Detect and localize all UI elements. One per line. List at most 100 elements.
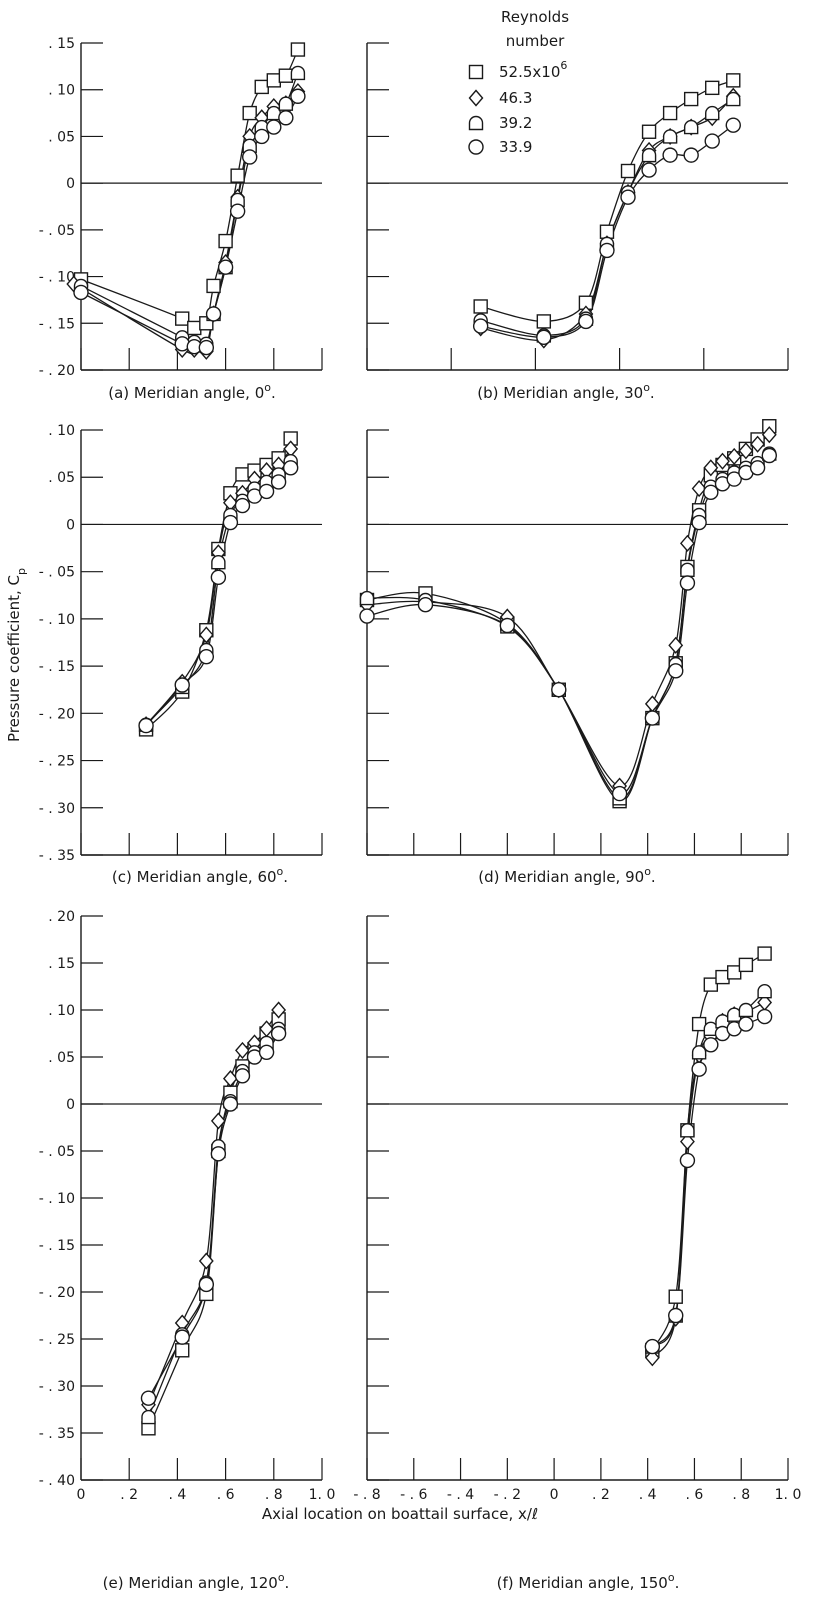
- panel-b-series-4-point: [536, 329, 552, 345]
- panel-e-series-2-point: [222, 1070, 238, 1088]
- panel-a-series-1-point: [242, 105, 257, 121]
- panel-d-series-4-point: [499, 617, 516, 634]
- panel-f-series-3-point: [680, 1123, 695, 1138]
- panel-d-series-2-point: [726, 447, 742, 466]
- panel-f-series-4-point: [703, 1037, 719, 1053]
- panel-c-caption: (c) Meridian angle, 60o.: [112, 865, 288, 886]
- panel-b-series-1-point: [473, 299, 488, 314]
- panel-b-series-4-point: [599, 242, 615, 259]
- panel-d-series-3-line: [366, 453, 770, 799]
- panel-f-series-2-point: [644, 1349, 660, 1367]
- panel-b-series-3-line: [480, 98, 734, 337]
- legend-label: 39.2: [499, 114, 532, 132]
- panel-d-series-3-point: [359, 590, 375, 606]
- panel-f-series-3-point: [738, 1002, 754, 1018]
- panel-e-ytick-label: - . 25: [39, 1332, 75, 1348]
- panel-d-caption: (d) Meridian angle, 90o.: [478, 865, 655, 886]
- panel-c-ytick-label: - . 25: [39, 754, 75, 770]
- panel-e-ytick-label: 0: [66, 1097, 75, 1113]
- panel-c-series-3-point: [211, 555, 226, 570]
- panel-e-xtick-label: . 2: [120, 1487, 138, 1503]
- panel-a-ytick-label: . 05: [48, 129, 75, 145]
- panel-a-series-1-point: [187, 320, 202, 336]
- panel-d-series-3-point: [680, 562, 695, 577]
- panel-f-xtick-label: 0: [550, 1487, 559, 1503]
- panel-d-series-4-point: [359, 608, 375, 624]
- panel-e-series-4-point: [198, 1276, 215, 1293]
- panel-e-series-2-point: [235, 1041, 250, 1059]
- panel-b-series-4-line: [480, 124, 734, 338]
- panel-a-ytick-label: - . 15: [39, 316, 75, 332]
- panel-b-series-3-point: [705, 105, 720, 121]
- panel-b-series-4-point: [662, 147, 678, 163]
- panel-d-series-4-point: [679, 575, 696, 591]
- legend-label: 52.5x106: [499, 59, 567, 81]
- panel-b-series-1-point: [620, 163, 636, 179]
- panel-c-ytick-label: . 05: [48, 470, 75, 486]
- panel-a-series-3-point: [278, 96, 294, 111]
- panel-a-series-1-point: [290, 42, 306, 57]
- panel-b-series-1-line: [480, 79, 734, 323]
- panel-e-series-4-point: [174, 1329, 190, 1345]
- panel-c-ytick-label: 0: [66, 517, 75, 533]
- panel-f-xtick-label: . 4: [639, 1487, 657, 1503]
- legend-label: 33.9: [499, 138, 532, 156]
- panel-e-xtick-label: . 6: [217, 1487, 235, 1503]
- legend-title-line2: number: [506, 32, 565, 50]
- panel-e-ytick-label: - . 05: [39, 1144, 75, 1160]
- panel-e-ytick-label: - . 10: [39, 1191, 75, 1207]
- panel-a-series-1-point: [266, 73, 281, 88]
- panel-c-ytick-label: - . 20: [39, 706, 75, 722]
- panel-b-series-3-point: [683, 119, 699, 135]
- panel-e-xtick-label: 0: [77, 1487, 86, 1503]
- panel-c-series-4-point: [210, 569, 227, 586]
- panel-b-series-lines: [480, 79, 734, 341]
- panel-a-series-lines: [73, 49, 299, 355]
- panel-d-series-4-point: [703, 484, 719, 501]
- panel-f-xtick-label: . 6: [686, 1487, 704, 1503]
- panel-a-series-1-point: [278, 68, 294, 83]
- panel-e-series-4-point: [140, 1390, 157, 1406]
- panel-c-series-4-point: [198, 648, 215, 665]
- panel-a-series-4-point: [266, 119, 282, 135]
- panel-f-series-2-line: [651, 1001, 765, 1359]
- legend-marker-square: [468, 64, 484, 80]
- panel-a-ytick-label: 0: [66, 176, 75, 192]
- panel-e-series-2-point: [271, 1001, 287, 1019]
- panel-a-caption: (a) Meridian angle, 0o.: [108, 381, 276, 402]
- panel-d-series-4-point: [726, 471, 742, 487]
- panel-c-ytick-label: - . 35: [39, 848, 75, 864]
- panel-f-series-4-point: [756, 1008, 773, 1025]
- panel-b-series-4-point: [641, 162, 657, 178]
- panel-f-series-3-point: [691, 1045, 707, 1060]
- panel-b-series-3-point: [662, 129, 678, 144]
- panel-b-series-markers: [472, 73, 741, 349]
- panel-f-series-markers: [644, 946, 773, 1367]
- panel-c-ytick-label: . 10: [48, 423, 75, 439]
- panel-b-series-1-point: [641, 124, 657, 139]
- panel-c-series-4-point: [270, 474, 287, 490]
- panel-b-series-3-point: [726, 91, 741, 107]
- panel-e-ytick-label: . 10: [48, 1003, 75, 1019]
- panel-a-series-4-point: [278, 110, 294, 126]
- panel-e-ytick-label: - . 15: [39, 1238, 75, 1254]
- panel-d-series-4-line: [366, 455, 770, 795]
- panel-c-ytick-label: - . 05: [39, 565, 75, 581]
- panel-d-series-2-point: [668, 636, 684, 654]
- panel-a-series-3-point: [230, 192, 245, 208]
- panel-d-series-4-point: [644, 710, 661, 726]
- panel-a-series-4-point: [254, 128, 270, 145]
- panel-e-series-1-point: [175, 1343, 190, 1358]
- legend-title-line1: Reynolds: [501, 8, 569, 26]
- panel-b: (b) Meridian angle, 30o.: [366, 42, 789, 402]
- panel-e-xtick-label: . 8: [265, 1487, 283, 1503]
- panel-f-series-1-point: [738, 957, 754, 973]
- panel-a-ytick-label: - . 05: [39, 223, 75, 239]
- panel-e-xtick-label: 1. 0: [309, 1487, 336, 1503]
- panel-d-series-4-point: [761, 447, 777, 464]
- panel-e-ytick-label: - . 40: [39, 1473, 75, 1489]
- panel-b-series-1-point: [683, 91, 699, 107]
- panel-c-series-markers: [138, 431, 299, 737]
- panel-a-series-1-point: [254, 79, 269, 95]
